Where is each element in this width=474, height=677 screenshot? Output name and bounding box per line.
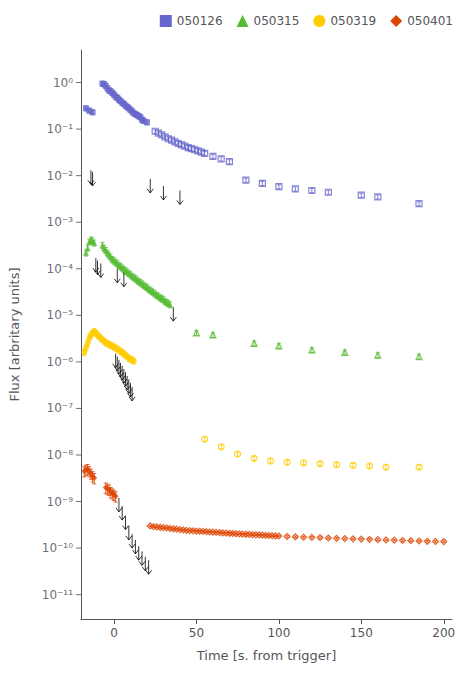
svg-text:10⁻¹: 10⁻¹	[47, 122, 74, 136]
svg-text:10⁻¹¹: 10⁻¹¹	[42, 588, 73, 602]
svg-text:10⁻⁴: 10⁻⁴	[47, 262, 74, 276]
svg-text:050401: 050401	[407, 14, 453, 28]
svg-text:10⁻¹⁰: 10⁻¹⁰	[42, 541, 73, 555]
svg-text:10⁻³: 10⁻³	[47, 215, 74, 229]
svg-text:100: 100	[267, 626, 290, 640]
svg-text:200: 200	[432, 626, 455, 640]
svg-text:10⁻⁸: 10⁻⁸	[47, 448, 74, 462]
svg-text:10⁻⁹: 10⁻⁹	[47, 495, 74, 509]
svg-text:050126: 050126	[177, 14, 223, 28]
svg-text:10⁻⁵: 10⁻⁵	[47, 308, 74, 322]
svg-text:0: 0	[110, 626, 118, 640]
svg-text:10⁻²: 10⁻²	[47, 169, 74, 183]
svg-text:10⁰: 10⁰	[53, 76, 73, 90]
svg-text:Time [s. from trigger]: Time [s. from trigger]	[196, 648, 336, 663]
svg-text:50: 50	[189, 626, 204, 640]
svg-text:050315: 050315	[254, 14, 300, 28]
svg-text:150: 150	[350, 626, 373, 640]
svg-text:10⁻⁷: 10⁻⁷	[47, 401, 74, 415]
svg-text:Flux [arbritary units]: Flux [arbritary units]	[7, 267, 22, 401]
svg-text:050319: 050319	[330, 14, 376, 28]
svg-text:10⁻⁶: 10⁻⁶	[47, 355, 74, 369]
